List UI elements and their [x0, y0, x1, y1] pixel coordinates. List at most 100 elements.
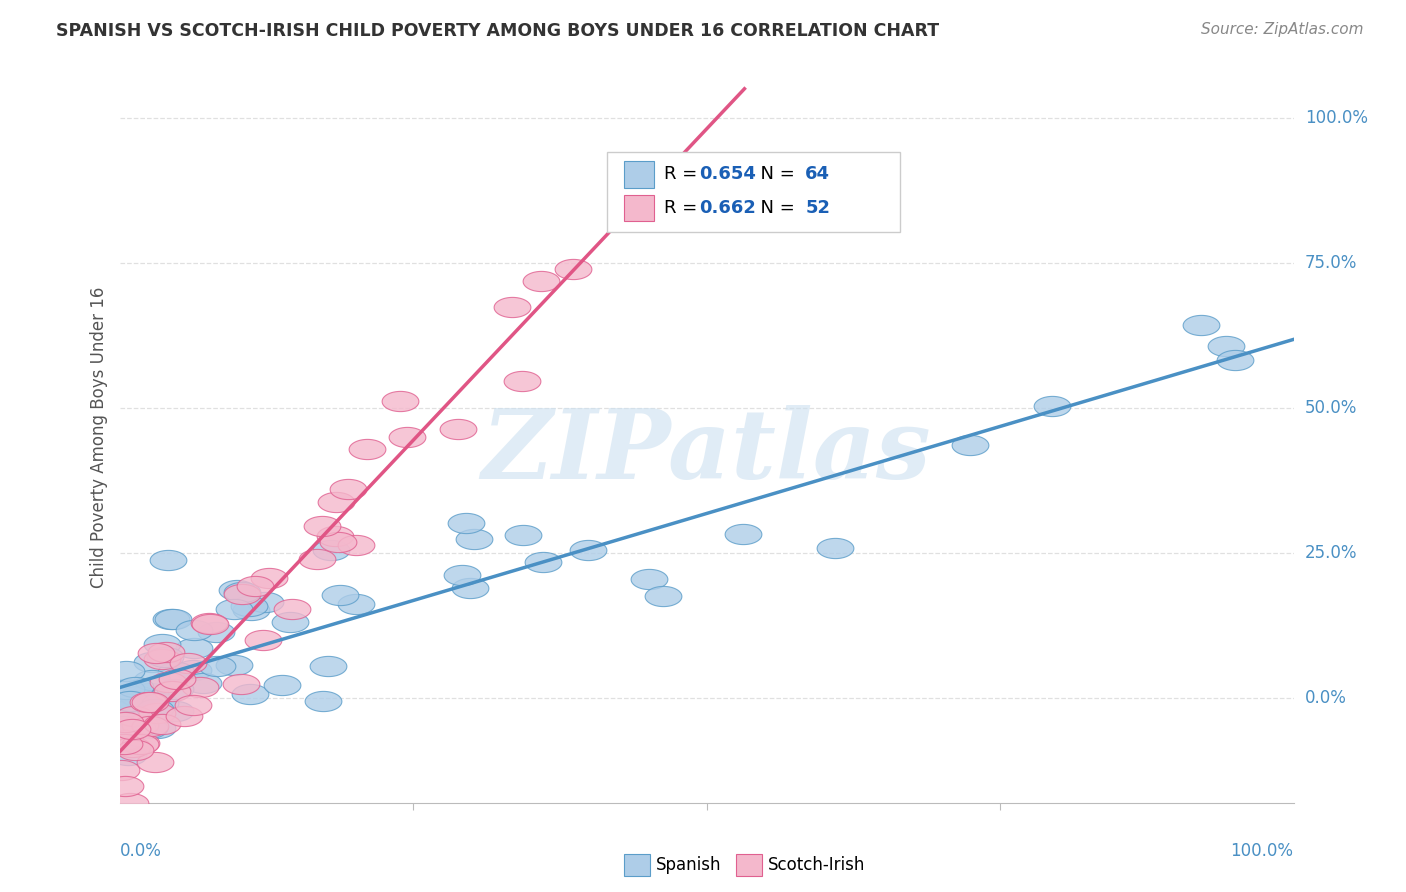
Point [183, 641, 205, 656]
Point [311, 518, 333, 533]
Point [280, 601, 302, 615]
Point [162, 683, 184, 698]
Point [652, 589, 675, 603]
FancyBboxPatch shape [607, 152, 900, 232]
Point [1040, 399, 1063, 413]
Point [156, 674, 179, 689]
Point [155, 650, 177, 665]
Point [122, 692, 145, 706]
Point [150, 651, 173, 665]
Text: 0.0%: 0.0% [120, 842, 162, 860]
Text: 25.0%: 25.0% [1305, 544, 1357, 562]
Point [165, 665, 187, 679]
Point [115, 682, 138, 697]
Point [128, 737, 150, 751]
Point [238, 599, 260, 614]
Point [733, 526, 755, 541]
Point [163, 705, 186, 719]
Point [337, 482, 360, 496]
Point [114, 715, 136, 730]
FancyBboxPatch shape [624, 195, 654, 221]
Point [319, 543, 342, 558]
Text: R =: R = [664, 166, 703, 184]
Point [146, 706, 169, 720]
Point [356, 442, 378, 456]
Point [252, 632, 274, 647]
Y-axis label: Child Poverty Among Boys Under 16: Child Poverty Among Boys Under 16 [90, 286, 108, 588]
Text: Spanish: Spanish [657, 856, 721, 874]
Text: Source: ZipAtlas.com: Source: ZipAtlas.com [1201, 22, 1364, 37]
Point [114, 704, 136, 718]
Text: 0.654: 0.654 [699, 166, 756, 184]
Point [231, 587, 253, 601]
Text: R =: R = [664, 199, 703, 217]
Point [562, 262, 585, 277]
Point [530, 274, 553, 288]
Point [122, 709, 145, 723]
Point [1189, 318, 1212, 332]
Point [344, 597, 367, 611]
Text: 0.662: 0.662 [699, 199, 756, 217]
Point [139, 686, 162, 700]
Point [460, 582, 482, 596]
Point [305, 551, 328, 566]
Point [127, 690, 149, 704]
Text: 50.0%: 50.0% [1305, 399, 1357, 417]
Point [271, 678, 294, 692]
Point [136, 695, 159, 709]
Point [149, 696, 172, 710]
Point [959, 438, 981, 452]
Point [205, 625, 228, 640]
Text: N =: N = [749, 166, 800, 184]
Point [240, 603, 263, 617]
FancyBboxPatch shape [735, 854, 762, 876]
Point [125, 721, 148, 735]
Text: ZIPatlas: ZIPatlas [482, 405, 931, 499]
Point [117, 747, 139, 762]
Point [198, 615, 221, 630]
Point [145, 721, 167, 735]
Text: 52: 52 [806, 199, 830, 217]
Point [114, 664, 136, 678]
Point [576, 543, 599, 558]
Point [824, 541, 846, 556]
Point [183, 623, 205, 637]
Point [141, 673, 163, 687]
Point [111, 719, 134, 733]
Point [222, 601, 245, 615]
Point [121, 740, 143, 755]
Point [396, 430, 419, 444]
Point [143, 755, 166, 769]
Point [120, 693, 142, 707]
Text: 100.0%: 100.0% [1230, 842, 1294, 860]
Point [112, 696, 135, 710]
Point [454, 516, 477, 530]
Point [243, 579, 266, 593]
Point [447, 422, 470, 436]
Point [139, 695, 162, 709]
Point [139, 719, 162, 733]
Point [141, 656, 163, 670]
Point [150, 637, 173, 651]
Point [177, 656, 200, 670]
Point [114, 732, 136, 747]
Point [239, 687, 262, 701]
Point [328, 534, 350, 549]
Point [114, 780, 136, 794]
Point [121, 722, 143, 736]
Point [638, 572, 661, 586]
Point [501, 300, 523, 314]
Point [311, 693, 333, 707]
Point [156, 553, 179, 567]
Point [128, 718, 150, 732]
Point [512, 528, 534, 542]
Point [451, 568, 474, 582]
FancyBboxPatch shape [624, 161, 654, 187]
Point [224, 658, 246, 673]
Point [150, 717, 173, 731]
Point [110, 763, 132, 777]
Point [120, 796, 142, 810]
Point [129, 736, 152, 750]
Point [325, 495, 347, 509]
Point [329, 588, 352, 602]
